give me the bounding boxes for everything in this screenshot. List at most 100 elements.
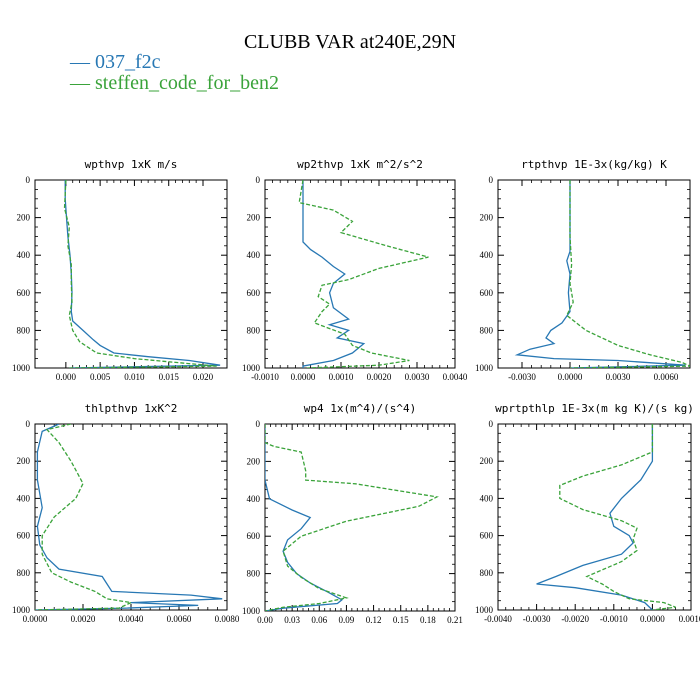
series-line-steffen <box>298 180 429 368</box>
x-tick-label: -0.0030 <box>523 614 551 624</box>
plot-frame <box>34 423 228 611</box>
y-tick-label: 600 <box>480 531 494 541</box>
y-tick-label: 800 <box>17 568 31 578</box>
y-tick-label: 200 <box>17 213 31 223</box>
series-line-steffen <box>565 180 690 368</box>
y-tick-label: 200 <box>480 213 494 223</box>
x-tick-label: 0.21 <box>447 615 463 625</box>
panel-wprtpthlp: wprtpthlp 1E-3x(m kg K)/(s kg) -0.0040 -0.… <box>475 402 700 624</box>
x-tick-label: 0.0030 <box>606 372 631 382</box>
y-tick-label: 200 <box>247 456 261 466</box>
panel-wp4: wp4 1x(m^4)/(s^4) 0.00 0.03 0.06 0.09 0.12 0.1… <box>242 402 463 625</box>
y-tick-label: 400 <box>480 493 494 503</box>
y-tick-label: 800 <box>17 325 31 335</box>
x-tick-label: 0.0010 <box>679 614 700 624</box>
x-tick-label: 0.0000 <box>23 614 48 624</box>
panel-title: rtpthvp 1E-3x(kg/kg) K <box>521 158 667 171</box>
panel-title: wprtpthlp 1E-3x(m kg K)/(s kg) <box>495 402 694 415</box>
x-tick-label: 0.0000 <box>558 372 583 382</box>
plot-frame <box>264 179 456 369</box>
y-tick-label: 0 <box>489 419 494 429</box>
x-tick-label: 0.0020 <box>367 372 392 382</box>
x-tick-label: 0.020 <box>193 372 214 382</box>
y-tick-label: 400 <box>247 250 261 260</box>
y-tick-label: 0 <box>256 419 261 429</box>
y-tick-label: 1000 <box>475 363 494 373</box>
y-tick-label: 400 <box>17 250 31 260</box>
y-tick-label: 800 <box>247 569 261 579</box>
x-tick-label: 0.0000 <box>640 614 665 624</box>
y-tick-label: 600 <box>480 288 494 298</box>
plot-frame <box>34 179 228 369</box>
panel-rtpthvp: rtpthvp 1E-3x(kg/kg) K -0.0030 0.0000 0.003… <box>475 158 691 382</box>
y-tick-label: 0 <box>26 419 31 429</box>
panel-title: wp2thvp 1xK m^2/s^2 <box>297 158 423 171</box>
y-tick-label: 200 <box>17 456 31 466</box>
y-tick-label: 0 <box>256 175 261 185</box>
x-tick-label: 0.0080 <box>215 614 240 624</box>
y-tick-label: 800 <box>480 568 494 578</box>
y-tick-label: 1000 <box>12 363 31 373</box>
x-tick-label: 0.0060 <box>654 372 679 382</box>
x-tick-label: 0.12 <box>366 615 382 625</box>
x-tick-label: 0.000 <box>56 372 77 382</box>
plot-frame <box>497 179 691 369</box>
x-tick-label: 0.0040 <box>443 372 468 382</box>
y-tick-label: 600 <box>17 531 31 541</box>
series-line-f2c <box>514 180 686 368</box>
legend-label-1: 037_f2c <box>95 51 161 73</box>
panel-title: wpthvp 1xK m/s <box>85 158 178 171</box>
x-tick-label: 0.15 <box>393 615 409 625</box>
y-tick-label: 1000 <box>242 606 261 616</box>
y-tick-label: 800 <box>247 325 261 335</box>
x-tick-label: -0.0020 <box>561 614 589 624</box>
series-line-f2c <box>35 424 223 610</box>
x-tick-label: 0.18 <box>420 615 436 625</box>
x-tick-label: 0.00 <box>257 615 273 625</box>
series-line-f2c <box>265 424 344 611</box>
x-tick-label: 0.0040 <box>119 614 144 624</box>
y-tick-label: 400 <box>247 494 261 504</box>
panel-wpthvp: wpthvp 1xK m/s 0.000 0.005 0.010 0.015 0.020 0… <box>12 158 228 382</box>
legend-label-2: steffen_code_for_ben2 <box>95 72 279 94</box>
y-tick-label: 800 <box>480 325 494 335</box>
y-tick-label: 1000 <box>12 605 31 615</box>
x-tick-label: -0.0040 <box>484 614 512 624</box>
page-title: CLUBB VAR at240E,29N <box>244 31 456 53</box>
legend-item-1: — 037_f2c <box>69 51 161 73</box>
legend: — 037_f2c — steffen_code_for_ben2 <box>69 51 279 94</box>
x-tick-label: 0.0020 <box>71 614 96 624</box>
series-line-steffen <box>265 424 439 611</box>
y-tick-label: 1000 <box>242 363 261 373</box>
x-tick-label: -0.0030 <box>508 372 536 382</box>
series-line-f2c <box>64 180 221 368</box>
legend-swatch-2: — <box>69 72 95 94</box>
series-line-steffen <box>35 424 134 610</box>
x-tick-label: -0.0010 <box>600 614 628 624</box>
legend-swatch-1: — <box>69 51 95 73</box>
series-line-steffen <box>559 424 676 610</box>
series-line-steffen <box>63 180 217 368</box>
y-tick-label: 1000 <box>475 605 494 615</box>
series-line-f2c <box>302 180 366 368</box>
panel-title: thlpthvp 1xK^2 <box>85 402 178 415</box>
plot-frame <box>497 423 692 611</box>
panel-title: wp4 1x(m^4)/(s^4) <box>304 402 417 415</box>
y-tick-label: 200 <box>480 456 494 466</box>
y-tick-label: 600 <box>17 288 31 298</box>
x-tick-label: 0.0060 <box>167 614 192 624</box>
y-tick-label: 400 <box>17 493 31 503</box>
y-tick-label: 200 <box>247 213 261 223</box>
legend-item-2: — steffen_code_for_ben2 <box>69 72 279 94</box>
x-tick-label: 0.09 <box>339 615 355 625</box>
y-tick-label: 600 <box>247 531 261 541</box>
series-line-f2c <box>536 424 654 610</box>
y-tick-label: 400 <box>480 250 494 260</box>
x-tick-label: 0.0030 <box>405 372 430 382</box>
panel-thlpthvp: thlpthvp 1xK^2 0.0000 0.0020 0.0040 0.0060 0.… <box>12 402 240 624</box>
x-tick-label: 0.0010 <box>329 372 354 382</box>
y-tick-label: 0 <box>26 175 31 185</box>
x-tick-label: 0.03 <box>284 615 300 625</box>
x-tick-label: 0.015 <box>159 372 180 382</box>
plot-frame <box>264 423 456 612</box>
